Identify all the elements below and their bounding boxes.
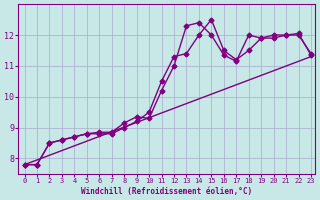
X-axis label: Windchill (Refroidissement éolien,°C): Windchill (Refroidissement éolien,°C) <box>81 187 252 196</box>
